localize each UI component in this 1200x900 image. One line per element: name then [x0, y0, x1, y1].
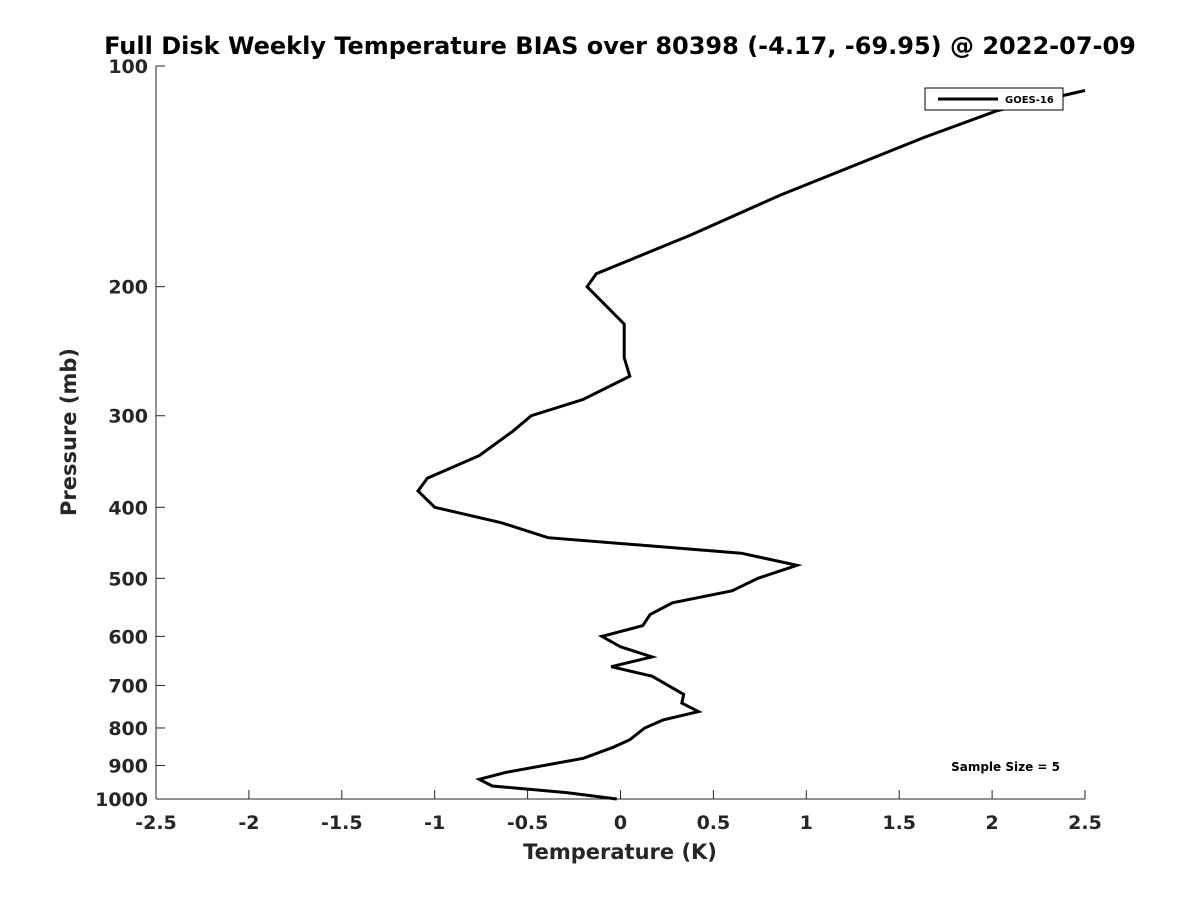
x-axis-label: Temperature (K)	[523, 840, 717, 864]
y-tick-label: 1000	[95, 789, 148, 811]
y-tick-label: 200	[108, 277, 148, 299]
sample-size-annotation: Sample Size = 5	[951, 760, 1060, 774]
x-tick-label: -2	[238, 812, 259, 834]
y-tick-label: 800	[108, 718, 148, 740]
y-axis: 100 200 300 400 500 600 700 800 900 1000	[95, 56, 165, 811]
x-tick-label: 1.5	[882, 812, 916, 834]
plot-area	[156, 66, 1085, 799]
x-tick-label: 1	[800, 812, 813, 834]
x-tick-label: -1	[424, 812, 445, 834]
series-layer	[416, 89, 1086, 801]
x-axis: -2.5 -2 -1.5 -1 -0.5 0 0.5 1 1.5 2 2.5	[135, 790, 1102, 834]
x-tick-label: -0.5	[507, 812, 549, 834]
x-tick-label: -2.5	[135, 812, 177, 834]
y-tick-label: 600	[108, 626, 148, 648]
x-tick-label: 0.5	[697, 812, 731, 834]
y-tick-label: 500	[108, 568, 148, 590]
x-tick-label: 0	[614, 812, 627, 834]
y-tick-label: 100	[108, 56, 148, 78]
chart-title: Full Disk Weekly Temperature BIAS over 8…	[104, 32, 1136, 60]
series-line-goes-16	[416, 89, 1086, 801]
y-axis-label: Pressure (mb)	[57, 348, 81, 516]
legend: GOES-16	[924, 87, 1064, 111]
y-tick-label: 300	[108, 406, 148, 428]
y-tick-label: 400	[108, 497, 148, 519]
x-tick-label: 2.5	[1068, 812, 1102, 834]
x-tick-label: 2	[985, 812, 998, 834]
legend-entry-label: GOES-16	[1005, 95, 1054, 106]
x-tick-label: -1.5	[321, 812, 363, 834]
y-tick-label: 900	[108, 755, 148, 777]
y-tick-label: 700	[108, 675, 148, 697]
